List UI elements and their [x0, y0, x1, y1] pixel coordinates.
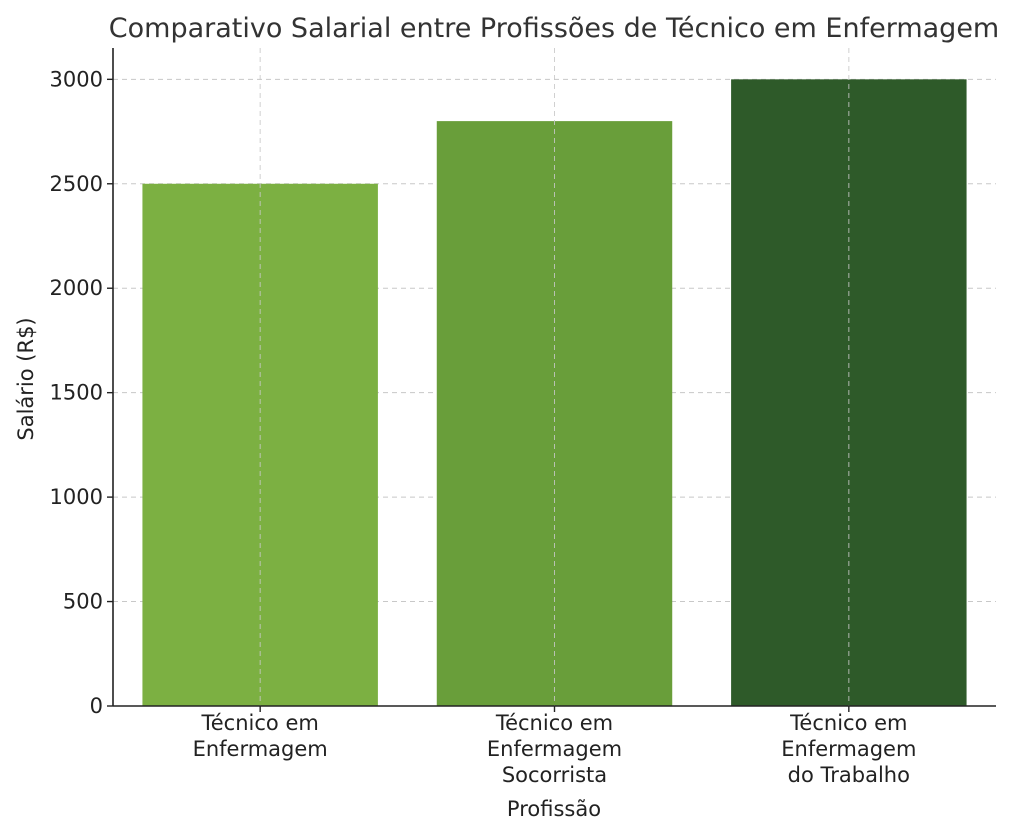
x-tick-label: do Trabalho [788, 763, 910, 787]
y-axis-label: Salário (R$) [14, 317, 38, 440]
x-axis-label: Profissão [507, 797, 601, 821]
x-tick-label: Enfermagem [487, 737, 622, 761]
x-tick-label: Técnico em [495, 711, 613, 735]
y-tick-label: 3000 [50, 67, 103, 91]
chart-title: Comparativo Salarial entre Profissões de… [109, 13, 999, 44]
y-tick-label: 2000 [50, 276, 103, 300]
y-tick-label: 2500 [50, 172, 103, 196]
y-tick-label: 500 [63, 590, 103, 614]
x-tick-label: Enfermagem [193, 737, 328, 761]
vertical-grid-layer [259, 48, 850, 706]
x-tick-label: Enfermagem [781, 737, 916, 761]
x-tick-label: Socorrista [502, 763, 607, 787]
y-tick-label: 1500 [50, 381, 103, 405]
y-tick-layer: 0 500 1000 1500 2000 2500 3000 [50, 67, 113, 718]
y-tick-label: 0 [90, 694, 103, 718]
y-tick-label: 1000 [50, 485, 103, 509]
x-tick-label: Técnico em [201, 711, 319, 735]
x-tick-label: Técnico em [789, 711, 907, 735]
